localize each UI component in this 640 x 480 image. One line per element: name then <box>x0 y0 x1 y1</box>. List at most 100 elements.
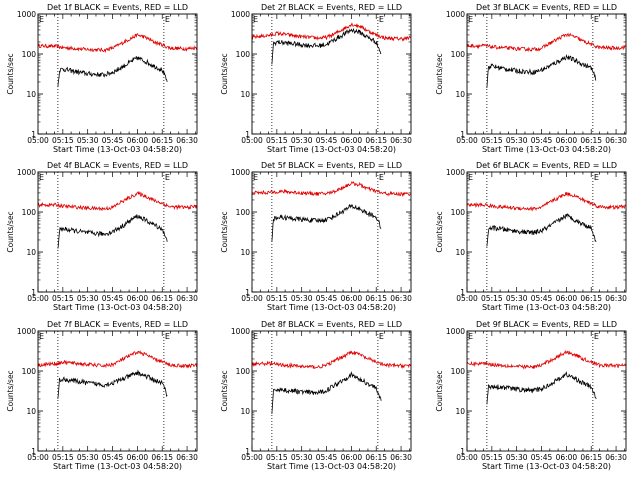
x-tick-label: 05:15 <box>481 136 503 145</box>
x-axis-label: Start Time (13-Oct-03 04:58:20) <box>53 462 182 471</box>
x-axis-label: Start Time (13-Oct-03 04:58:20) <box>482 145 611 154</box>
x-tick-label: 05:00 <box>27 136 49 145</box>
plot-frame <box>37 171 198 293</box>
x-tick-label: 05:00 <box>456 453 478 462</box>
lld-series-line <box>251 22 412 42</box>
x-tick-label: 05:15 <box>52 136 74 145</box>
x-tick-label: 05:30 <box>77 294 99 303</box>
lld-series-line <box>466 349 627 371</box>
chart-panel-9: Det 9f BLACK = Events, RED = LLD 1 10 100 10… <box>435 320 627 471</box>
y-axis-label: Counts/sec <box>435 211 444 252</box>
y-tick-label: 10 <box>455 90 465 99</box>
y-axis-label: Counts/sec <box>6 211 15 252</box>
plot-frame <box>251 171 412 293</box>
chart-panel-3: Det 3f BLACK = Events, RED = LLD 1 10 100 10… <box>435 3 627 154</box>
x-tick-label: 06:15 <box>151 136 173 145</box>
x-tick-label: 06:00 <box>127 294 149 303</box>
y-tick-label: 1 <box>245 130 250 139</box>
y-tick-label: 1 <box>31 447 36 456</box>
y-tick-label: 100 <box>236 50 251 59</box>
chart-title: Det 1f BLACK = Events, RED = LLD <box>47 3 188 12</box>
chart-panel-8: Det 8f BLACK = Events, RED = LLD 1 10 100 10… <box>220 320 412 471</box>
chart-title: Det 9f BLACK = Events, RED = LLD <box>476 320 617 329</box>
x-tick-label: 06:30 <box>176 294 198 303</box>
marker-label: E <box>165 15 170 24</box>
y-tick-label: 100 <box>236 367 251 376</box>
lld-series-line <box>466 192 627 212</box>
x-tick-label: 06:30 <box>390 294 412 303</box>
y-tick-label: 100 <box>22 367 37 376</box>
chart-title: Det 7f BLACK = Events, RED = LLD <box>47 320 188 329</box>
x-tick-label: 05:00 <box>456 136 478 145</box>
y-axis-label: Counts/sec <box>6 370 15 411</box>
x-tick-label: 05:00 <box>241 294 263 303</box>
x-tick-label: 06:30 <box>390 136 412 145</box>
chart-title: Det 4f BLACK = Events, RED = LLD <box>47 161 188 170</box>
marker-label: E <box>39 15 44 24</box>
x-tick-label: 05:30 <box>291 294 313 303</box>
plot-frame <box>251 13 412 135</box>
lld-series-line <box>37 190 198 211</box>
y-tick-label: 1000 <box>446 10 465 19</box>
x-tick-label: 06:30 <box>605 294 627 303</box>
plot-frame <box>37 330 198 452</box>
y-tick-label: 1000 <box>231 168 250 177</box>
y-tick-label: 10 <box>455 407 465 416</box>
y-tick-label: 1 <box>460 288 465 297</box>
y-tick-label: 1 <box>245 288 250 297</box>
marker-label: E <box>39 332 44 341</box>
x-tick-label: 06:15 <box>151 294 173 303</box>
x-tick-label: 06:30 <box>605 453 627 462</box>
x-tick-label: 05:15 <box>481 453 503 462</box>
y-tick-label: 10 <box>26 248 36 257</box>
x-tick-label: 06:00 <box>556 136 578 145</box>
x-tick-label: 05:00 <box>456 294 478 303</box>
x-tick-label: 05:15 <box>266 453 288 462</box>
marker-label: E <box>379 173 384 182</box>
x-axis-label: Start Time (13-Oct-03 04:58:20) <box>53 145 182 154</box>
x-tick-label: 05:30 <box>291 136 313 145</box>
x-tick-label: 06:30 <box>390 453 412 462</box>
events-series-line <box>271 203 382 242</box>
events-series-line <box>57 214 168 249</box>
y-tick-label: 100 <box>22 50 37 59</box>
plot-frame <box>37 13 198 135</box>
x-tick-label: 05:30 <box>291 453 313 462</box>
y-tick-label: 1 <box>31 288 36 297</box>
plot-frame <box>466 171 627 293</box>
marker-label: E <box>468 332 473 341</box>
marker-label: E <box>468 15 473 24</box>
chart-panel-6: Det 6f BLACK = Events, RED = LLD 1 10 100 10… <box>435 161 627 312</box>
x-tick-label: 05:15 <box>266 136 288 145</box>
x-axis-label: Start Time (13-Oct-03 04:58:20) <box>482 462 611 471</box>
y-axis-label: Counts/sec <box>220 211 229 252</box>
x-tick-label: 06:00 <box>341 453 363 462</box>
y-tick-label: 10 <box>240 90 250 99</box>
lld-series-line <box>251 350 412 369</box>
chart-panel-2: Det 2f BLACK = Events, RED = LLD 1 10 100 10… <box>220 3 412 154</box>
y-tick-label: 100 <box>236 208 251 217</box>
y-axis-label: Counts/sec <box>435 370 444 411</box>
x-tick-label: 06:15 <box>365 136 387 145</box>
y-tick-label: 10 <box>240 248 250 257</box>
x-tick-label: 06:15 <box>151 453 173 462</box>
lld-series-line <box>37 350 198 369</box>
x-tick-label: 05:30 <box>77 453 99 462</box>
events-series-line <box>486 53 597 89</box>
y-tick-label: 1000 <box>446 168 465 177</box>
marker-label: E <box>379 332 384 341</box>
lld-series-line <box>37 32 198 54</box>
y-tick-label: 1 <box>460 447 465 456</box>
x-tick-label: 05:00 <box>241 453 263 462</box>
y-tick-label: 1000 <box>446 327 465 336</box>
x-tick-label: 05:45 <box>531 136 553 145</box>
y-tick-label: 100 <box>22 208 37 217</box>
marker-label: E <box>253 15 258 24</box>
y-tick-label: 1 <box>31 130 36 139</box>
events-series-line <box>486 371 597 405</box>
marker-label: E <box>594 15 599 24</box>
y-tick-label: 1000 <box>17 10 36 19</box>
marker-label: E <box>253 332 258 341</box>
x-tick-label: 05:00 <box>27 294 49 303</box>
